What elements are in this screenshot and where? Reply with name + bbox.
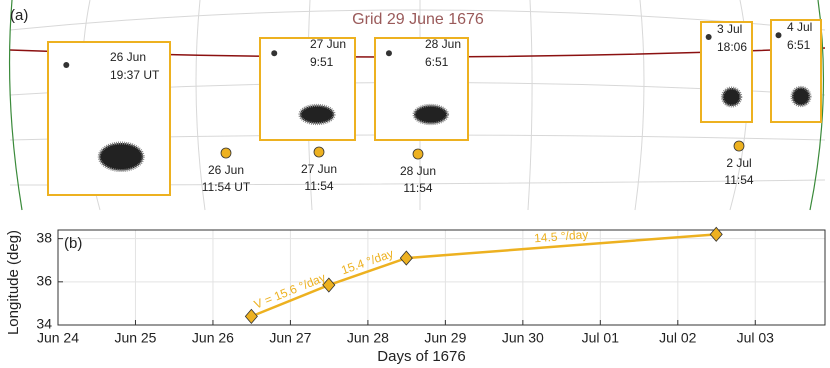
sunspot-sketch [720, 86, 743, 108]
inset-date: 4 Jul [787, 20, 812, 34]
inset-date: 26 Jun [110, 50, 146, 64]
y-tick-label: 38 [36, 229, 52, 245]
panel-label: (a) [10, 7, 28, 24]
x-tick-label: Jun 25 [114, 330, 156, 346]
line [250, 233, 717, 318]
point [322, 277, 336, 293]
marker-date: 27 Jun [301, 162, 337, 176]
panel-title: Grid 29 June 1676 [352, 11, 484, 28]
inset-date: 28 Jun [425, 37, 461, 51]
inset-date: 27 Jun [310, 37, 346, 51]
marker-time: 11:54 [304, 179, 333, 193]
sunspot-sketch [412, 103, 450, 126]
sunspot-sketch [63, 61, 70, 68]
inset-time: 18:06 [717, 40, 747, 54]
inset-time: 9:51 [310, 55, 334, 69]
y-tick-label: 36 [36, 273, 52, 289]
marker-date: 28 Jun [400, 164, 436, 178]
position-marker [220, 147, 232, 159]
x-tick-label: Jun 26 [192, 330, 234, 346]
sunspot-sketch [298, 103, 336, 126]
x-tick-label: Jun 30 [502, 330, 544, 346]
inset-date: 3 Jul [717, 22, 742, 36]
inset-time: 6:51 [787, 38, 811, 52]
x-tick-label: Jun 27 [269, 330, 311, 346]
point [244, 308, 258, 324]
inset-time: 19:37 UT [110, 68, 160, 82]
marker-date: 26 Jun [208, 163, 244, 177]
sunspot-sketch [775, 32, 782, 39]
marker-time: 11:54 UT [202, 180, 251, 194]
marker-date: 2 Jul [726, 156, 751, 170]
x-tick-label: Jun 24 [37, 330, 79, 346]
x-tick-label: Jul 02 [659, 330, 697, 346]
sunspot-sketch [271, 50, 278, 57]
x-axis-label: Days of 1676 [377, 348, 465, 365]
slope-annotation: 14.5 °/day [534, 227, 589, 245]
plot-frame [57, 229, 826, 326]
point [709, 226, 723, 242]
x-tick-label: Jun 29 [424, 330, 466, 346]
x-tick-label: Jun 28 [347, 330, 389, 346]
x-tick-label: Jul 01 [582, 330, 620, 346]
panel-label: (b) [64, 235, 82, 252]
marker-time: 11:54 [724, 173, 753, 187]
sunspot-sketch [385, 50, 392, 57]
sunspot-sketch [790, 85, 812, 108]
position-marker [733, 140, 745, 152]
x-tick-label: Jul 03 [737, 330, 775, 346]
marker-time: 11:54 [403, 181, 432, 195]
position-marker [313, 146, 325, 158]
y-tick-label: 34 [36, 316, 52, 332]
point [399, 250, 413, 266]
limb [8, 0, 23, 211]
inset-time: 6:51 [425, 55, 449, 69]
position-marker [412, 148, 424, 160]
sunspot-sketch [705, 34, 712, 40]
y-axis-label: Longitude (deg) [5, 230, 22, 335]
sunspot-sketch [97, 141, 145, 173]
